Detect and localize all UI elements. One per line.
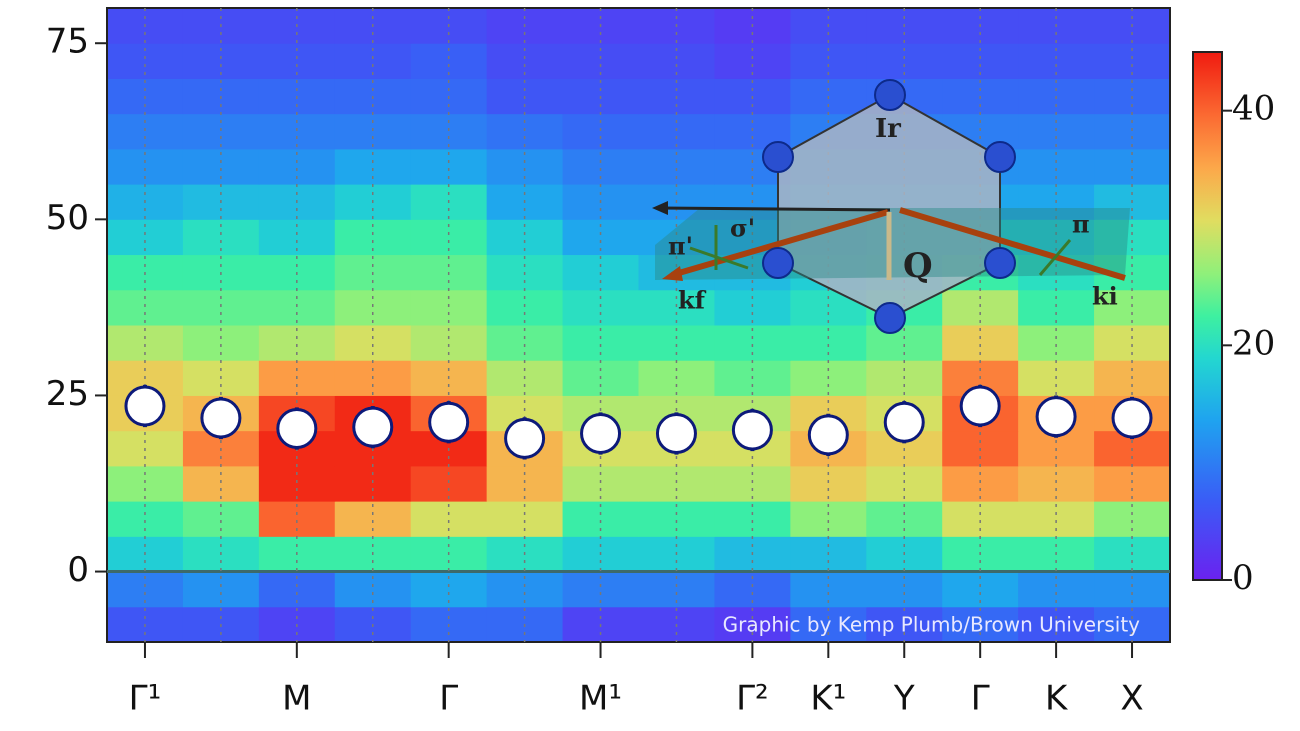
colorbar — [1192, 51, 1223, 581]
heat-cell — [942, 289, 1019, 326]
heat-cell — [486, 465, 564, 502]
arrow — [659, 206, 891, 212]
data-point — [352, 406, 394, 448]
ir-atom — [984, 247, 1016, 279]
data-point — [1035, 396, 1077, 438]
data-point — [276, 408, 318, 450]
data-point — [504, 417, 546, 459]
label: ki — [1092, 282, 1118, 311]
heat-cell — [182, 465, 260, 502]
x-tick-label: M — [282, 679, 311, 719]
pol-arrow — [689, 246, 749, 270]
heatmap — [107, 8, 1171, 643]
x-tick-label: Y — [893, 679, 915, 719]
heat-cell — [334, 465, 412, 502]
label: π' — [668, 232, 693, 261]
heat-cell — [790, 465, 867, 502]
label: σ' — [730, 214, 755, 243]
ir-atom — [984, 141, 1016, 173]
data-point — [807, 414, 849, 456]
heat-cell — [1094, 289, 1171, 326]
x-tick-label: Γ² — [736, 679, 769, 719]
inset-diagram: Ir π' σ' Q kf ki π — [652, 79, 1130, 334]
data-point — [655, 412, 697, 454]
heat-cell — [562, 113, 639, 150]
x-tick-label: Γ¹ — [129, 679, 162, 719]
heat-cell — [334, 289, 412, 326]
arrow-head — [662, 266, 683, 281]
heat-cell — [1018, 465, 1095, 502]
ir-atom — [874, 302, 906, 334]
heat-cell — [258, 289, 336, 326]
data-point — [124, 385, 166, 427]
label: Ir — [875, 114, 901, 144]
heat-cell — [486, 289, 564, 326]
x-tick-label: M¹ — [579, 679, 622, 719]
heat-cell — [1094, 465, 1171, 502]
heat-cell — [638, 289, 715, 326]
heat-cell — [942, 465, 1019, 502]
ir-atom — [762, 247, 794, 279]
data-point — [428, 401, 470, 443]
heat-cell — [334, 113, 412, 150]
data-point — [883, 401, 925, 443]
heat-cell — [562, 289, 639, 326]
heat-cell — [638, 465, 715, 502]
heat-cell — [258, 465, 336, 502]
ir-atom — [762, 141, 794, 173]
heat-cell — [486, 113, 564, 150]
heat-cell — [562, 465, 639, 502]
data-point — [959, 385, 1001, 427]
ki-arrow — [899, 207, 1126, 281]
credit: Graphic by Kemp Plumb/Brown University — [723, 613, 1140, 637]
y-tick-label: 75 — [46, 22, 89, 62]
data-point — [1111, 397, 1153, 439]
pol-arrow — [1038, 239, 1072, 276]
x-tick-label: K¹ — [810, 679, 846, 719]
heat-cell — [1094, 113, 1171, 150]
y-tick-label: 50 — [46, 198, 89, 238]
heat-cell — [107, 465, 184, 502]
x-tick-label: X — [1120, 679, 1143, 719]
colorbar-tick-label: 0 — [1232, 558, 1254, 598]
heat-cell — [107, 113, 184, 150]
x-tick-label: Γ — [971, 679, 990, 719]
ir-atom — [874, 79, 906, 111]
heat-cell — [1018, 113, 1095, 150]
arrow-head — [652, 201, 668, 215]
x-tick-label: K — [1045, 679, 1069, 719]
heat-cell — [410, 465, 488, 502]
data-point — [200, 397, 242, 439]
heat-cell — [410, 289, 488, 326]
plot-frame — [106, 7, 1171, 643]
heat-cell — [410, 113, 488, 150]
heat-cell — [1018, 289, 1095, 326]
heat-cell — [258, 113, 336, 150]
overlay: 0 25 50 75 Γ¹ M Γ M¹ Γ² K¹ Y Γ K X — [46, 7, 1171, 719]
kf-arrow — [671, 209, 889, 278]
data-point — [731, 409, 773, 451]
heat-cell — [638, 113, 715, 150]
data-point — [580, 412, 622, 454]
heat-cell — [714, 465, 791, 502]
heat-cell — [866, 465, 943, 502]
colorbar-tick-label: 20 — [1232, 323, 1275, 363]
label: Q — [903, 246, 933, 286]
heat-cell — [182, 113, 260, 150]
label: kf — [678, 286, 707, 315]
y-tick-label: 25 — [46, 374, 89, 414]
x-tick-label: Γ — [439, 679, 458, 719]
label: π — [1072, 210, 1090, 239]
colorbar-tick-label: 40 — [1232, 89, 1275, 129]
heat-cell — [182, 289, 260, 326]
heat-cell — [714, 289, 791, 326]
heat-cell — [107, 289, 184, 326]
y-tick-label: 0 — [67, 550, 89, 590]
scattering-plane — [655, 208, 1130, 280]
